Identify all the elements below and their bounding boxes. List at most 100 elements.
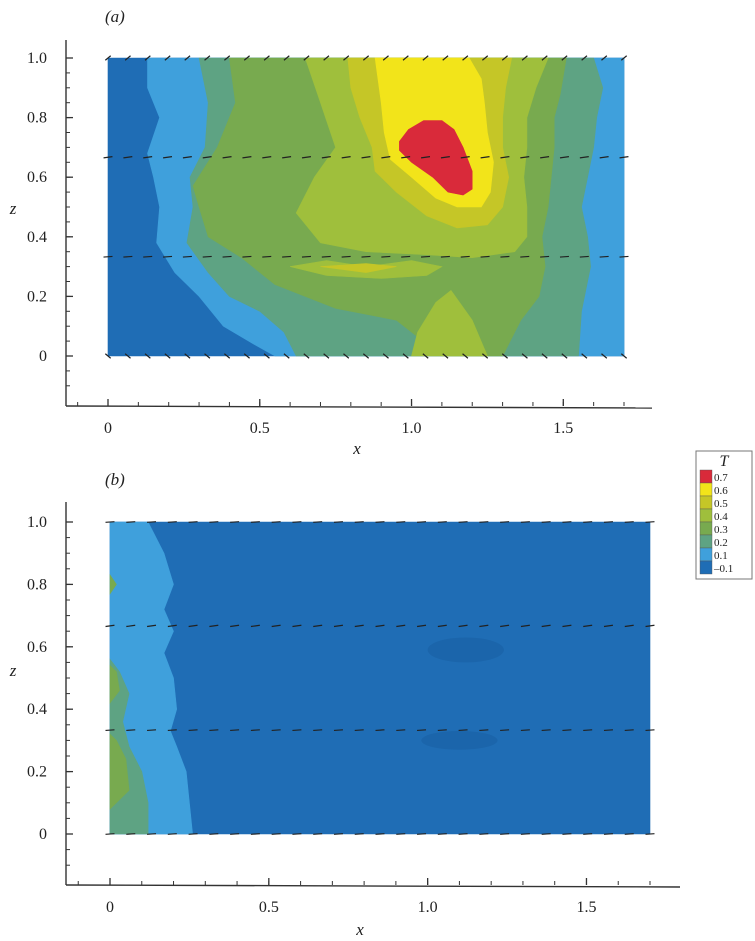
panel-b-vector-mark bbox=[624, 729, 634, 732]
panel-b-vector-mark bbox=[417, 833, 427, 835]
panel-b-vector-mark bbox=[313, 624, 323, 628]
panel-a-vector-mark bbox=[620, 55, 628, 61]
panel-a-vector-mark bbox=[540, 156, 550, 159]
panel-a-vector-mark bbox=[243, 353, 250, 359]
panel-a-vector-mark bbox=[103, 156, 113, 159]
panel-a-vector-mark bbox=[501, 353, 508, 359]
panel-b-vector-mark bbox=[396, 833, 406, 835]
panel-b-vector-mark bbox=[167, 521, 177, 523]
panel-a: 0 0.5 1.0 1.5 0 0.2 0.4 0.6 0.8 1.0 (a) x z bbox=[9, 7, 653, 458]
panel-a-vector-mark bbox=[104, 353, 112, 359]
panel-a-vector-mark bbox=[184, 55, 191, 61]
panel-a-y-tick-label: 0.8 bbox=[27, 110, 47, 127]
panel-a-contour-level-0.5-region bbox=[320, 263, 397, 273]
panel-b-vector-mark bbox=[624, 624, 634, 628]
panel-b-vector-mark bbox=[126, 729, 136, 732]
panel-a-vector-mark bbox=[500, 255, 510, 258]
panel-b-vector-mark bbox=[645, 729, 655, 732]
panel-a-vector-mark bbox=[581, 55, 588, 61]
panel-b-y-tick-label: 0 bbox=[39, 826, 47, 843]
panel-b-vector-mark bbox=[209, 833, 219, 835]
panel-b-axes: 0 0.5 1.0 1.5 0 0.2 0.4 0.6 0.8 1.0 bbox=[27, 502, 681, 916]
panel-b-vector-mark bbox=[354, 624, 364, 628]
panel-a-vector-mark bbox=[382, 353, 389, 359]
panel-b-vector-mark bbox=[437, 624, 447, 628]
panel-b-vector-mark bbox=[375, 729, 385, 732]
panel-b-vector-mark bbox=[209, 729, 219, 732]
panel-a-vector-mark bbox=[480, 255, 490, 258]
panel-a-vector-mark bbox=[521, 353, 528, 359]
panel-b-vector-mark bbox=[105, 729, 115, 732]
panel-b: 0 0.5 1.0 1.5 0 0.2 0.4 0.6 0.8 1.0 (b) x z bbox=[9, 470, 681, 939]
panel-a-vector-mark bbox=[283, 353, 290, 359]
panel-b-vector-mark bbox=[520, 521, 530, 523]
panel-b-vector-mark bbox=[250, 729, 260, 732]
panel-a-vector-mark bbox=[262, 156, 272, 159]
panel-a-vector-mark bbox=[124, 353, 131, 359]
panel-b-vector-mark bbox=[146, 624, 157, 628]
panel-b-vector-mark bbox=[375, 521, 385, 523]
panel-a-vector-mark bbox=[561, 55, 568, 61]
panel-a-vector-mark bbox=[143, 255, 153, 258]
panel-b-vector-mark bbox=[500, 729, 510, 732]
panel-b-vector-mark bbox=[250, 833, 260, 835]
panel-a-vector-mark bbox=[541, 55, 548, 61]
panel-b-vector-mark bbox=[458, 624, 468, 628]
panel-b-vector-mark bbox=[583, 833, 593, 835]
panel-b-vector-mark bbox=[333, 521, 343, 523]
panel-b-vector-mark bbox=[147, 833, 157, 835]
panel-b-vector-mark bbox=[292, 521, 302, 523]
panel-a-vector-mark bbox=[224, 353, 231, 359]
panel-b-vector-mark bbox=[437, 833, 447, 835]
panel-a-vector-mark bbox=[381, 255, 391, 258]
panel-b-vector-mark bbox=[541, 729, 551, 732]
panel-b-vector-mark bbox=[209, 521, 219, 523]
panel-b-vector-mark bbox=[354, 833, 364, 835]
panel-a-vector-mark bbox=[420, 156, 431, 159]
panel-a-vector-mark bbox=[182, 156, 192, 159]
panel-b-vector-mark bbox=[562, 521, 572, 523]
panel-b-vector-mark bbox=[167, 729, 177, 732]
panel-a-y-tick-label: 0.2 bbox=[27, 288, 47, 305]
panel-b-vector-mark bbox=[417, 729, 427, 732]
panel-a-axes: 0 0.5 1.0 1.5 0 0.2 0.4 0.6 0.8 1.0 bbox=[27, 40, 653, 437]
panel-a-vector-mark bbox=[123, 156, 133, 159]
panel-b-vector-mark bbox=[126, 624, 136, 628]
panel-b-vector-mark bbox=[479, 521, 489, 523]
legend-swatch bbox=[699, 469, 713, 484]
panel-a-vector-mark bbox=[341, 156, 351, 159]
panel-b-vector-mark bbox=[354, 521, 364, 523]
panel-b-vector-mark bbox=[313, 729, 323, 732]
panel-a-contour-fills bbox=[107, 57, 625, 357]
panel-a-vector-mark bbox=[442, 55, 449, 61]
panel-b-ylabel: z bbox=[9, 661, 17, 680]
legend-swatch bbox=[699, 534, 713, 549]
panel-b-vector-mark bbox=[375, 833, 385, 835]
panel-b-x-tick-label: 0 bbox=[106, 899, 114, 916]
panel-b-velocity-vectors bbox=[105, 521, 655, 835]
panel-a-vector-mark bbox=[401, 255, 411, 258]
panel-a-vector-mark bbox=[442, 353, 449, 359]
panel-b-vector-mark bbox=[250, 624, 260, 628]
panel-a-vector-mark bbox=[204, 353, 211, 359]
panel-a-vector-mark bbox=[599, 255, 609, 258]
panel-a-vector-mark bbox=[500, 156, 510, 159]
panel-b-vector-mark bbox=[230, 833, 240, 835]
panel-b-vector-mark bbox=[583, 729, 593, 732]
panel-b-vector-mark bbox=[333, 833, 343, 835]
panel-a-vector-mark bbox=[321, 156, 331, 159]
panel-b-vector-mark bbox=[458, 521, 468, 523]
panel-b-vector-mark bbox=[500, 624, 510, 628]
panel-a-vector-mark bbox=[103, 255, 113, 258]
panel-a-vector-mark bbox=[501, 55, 508, 61]
legend-level-label: 0.6 bbox=[714, 485, 728, 497]
panel-a-vector-mark bbox=[182, 255, 192, 258]
panel-b-vector-mark bbox=[250, 521, 260, 523]
legend-title: T bbox=[720, 453, 730, 470]
panel-a-vector-mark bbox=[521, 55, 528, 61]
panel-b-vector-mark bbox=[541, 833, 551, 835]
panel-b-vector-mark bbox=[458, 729, 468, 732]
panel-b-vector-mark bbox=[271, 729, 281, 732]
panel-a-vector-mark bbox=[242, 255, 252, 258]
panel-b-vector-mark bbox=[645, 624, 655, 628]
